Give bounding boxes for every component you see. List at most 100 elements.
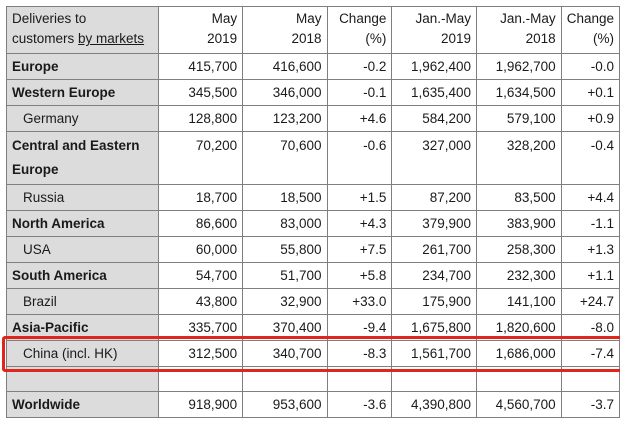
row-label: Western Europe [6, 79, 159, 106]
cell-jan-may-2018: 1,820,600 [476, 314, 562, 341]
cell-jan-may-2019: 4,390,800 [391, 391, 478, 418]
cell-may-2018: 346,000 [242, 79, 328, 106]
header-label-line1: Deliveries to [12, 11, 87, 26]
cell-jan-may-2019: 234,700 [391, 262, 478, 289]
cell-jan-may-2018: 258,300 [476, 236, 562, 263]
cell-jan-may-2018: 383,900 [476, 210, 562, 237]
cell-change-may: +33.0 [326, 288, 393, 315]
col-header-line2: 2018 [525, 31, 556, 46]
cell-jan-may-2019: 327,000 [391, 131, 478, 185]
cell-change-may: -8.3 [326, 340, 393, 367]
cell-may-2019: 43,800 [157, 288, 244, 315]
spacer-cell [391, 366, 478, 392]
cell-jan-may-2019: 584,200 [391, 105, 478, 132]
cell-may-2018: 55,800 [242, 236, 328, 263]
cell-may-2018: 416,600 [242, 53, 328, 80]
cell-may-2018: 340,700 [242, 340, 328, 367]
table-row-worldwide: Worldwide 918,900 953,600 -3.6 4,390,800… [6, 391, 620, 418]
cell-may-2019: 345,500 [157, 79, 244, 106]
table-row-europe: Europe 415,700 416,600 -0.2 1,962,400 1,… [6, 53, 620, 80]
col-header-line2: 2019 [440, 31, 472, 46]
cell-may-2018: 32,900 [242, 288, 328, 315]
cell-change-may: -0.1 [326, 79, 393, 106]
col-header-line2: (%) [593, 31, 614, 46]
cell-jan-may-2018: 232,300 [476, 262, 562, 289]
table-row-russia: Russia 18,700 18,500 +1.5 87,200 83,500 … [6, 184, 620, 211]
table-row-spacer [6, 366, 620, 392]
cell-change-ytd: +1.1 [560, 262, 620, 289]
spacer-cell [560, 366, 620, 392]
col-change-ytd: Change (%) [560, 6, 620, 54]
cell-may-2019: 335,700 [157, 314, 244, 341]
cell-change-ytd: +1.3 [560, 236, 620, 263]
cell-change-may: +4.6 [326, 105, 393, 132]
cell-change-may: -0.2 [326, 53, 393, 80]
col-header-line1: Change [566, 11, 614, 26]
col-change-may: Change (%) [326, 6, 393, 54]
header-label-underlined: by markets [78, 31, 145, 46]
table-row-north-america: North America 86,600 83,000 +4.3 379,900… [6, 210, 620, 237]
table-row-central-eastern-europe: Central and Eastern Europe 70,200 70,600… [6, 131, 620, 185]
cell-change-may: +1.5 [326, 184, 393, 211]
cell-jan-may-2018: 1,634,500 [476, 79, 562, 106]
cell-change-ytd: -0.0 [560, 53, 620, 80]
cell-change-ytd: +4.4 [560, 184, 620, 211]
header-row: Deliveries to customers by markets May 20… [6, 6, 620, 54]
cell-change-ytd: -7.4 [560, 340, 620, 367]
cell-change-may: -9.4 [326, 314, 393, 341]
cell-jan-may-2019: 1,675,800 [391, 314, 478, 341]
table-row-usa: USA 60,000 55,800 +7.5 261,700 258,300 +… [6, 236, 620, 263]
row-label: Brazil [6, 288, 159, 315]
col-header-line2: 2019 [207, 31, 238, 46]
cell-may-2019: 128,800 [157, 105, 244, 132]
cell-jan-may-2018: 579,100 [476, 105, 562, 132]
cell-may-2019: 918,900 [157, 391, 244, 418]
col-header-line2: 2018 [291, 31, 322, 46]
cell-may-2019: 18,700 [157, 184, 244, 211]
spacer-cell [6, 366, 159, 392]
cell-change-ytd: +0.1 [560, 79, 620, 106]
cell-jan-may-2019: 175,900 [391, 288, 478, 315]
cell-jan-may-2019: 379,900 [391, 210, 478, 237]
col-header-line2: (%) [365, 31, 387, 46]
cell-jan-may-2018: 83,500 [476, 184, 562, 211]
cell-jan-may-2018: 4,560,700 [476, 391, 562, 418]
cell-change-may: +5.8 [326, 262, 393, 289]
cell-change-ytd: -3.7 [560, 391, 620, 418]
cell-may-2018: 123,200 [242, 105, 328, 132]
row-label: Germany [6, 105, 159, 132]
spacer-cell [242, 366, 328, 392]
row-label: Asia-Pacific [6, 314, 159, 341]
col-header-line1: May [296, 11, 322, 26]
cell-change-ytd: -8.0 [560, 314, 620, 341]
cell-may-2018: 18,500 [242, 184, 328, 211]
row-label: Central and Eastern Europe [6, 131, 159, 185]
cell-may-2018: 70,600 [242, 131, 328, 185]
cell-change-ytd: +24.7 [560, 288, 620, 315]
col-jan-may-2019: Jan.-May 2019 [391, 6, 478, 54]
row-label: USA [6, 236, 159, 263]
cell-jan-may-2019: 87,200 [391, 184, 478, 211]
deliveries-table: Deliveries to customers by markets May 20… [6, 6, 620, 418]
row-label: South America [6, 262, 159, 289]
cell-change-ytd: -0.4 [560, 131, 620, 185]
cell-may-2018: 370,400 [242, 314, 328, 341]
cell-jan-may-2018: 1,686,000 [476, 340, 562, 367]
cell-change-ytd: +0.9 [560, 105, 620, 132]
spacer-cell [476, 366, 562, 392]
cell-may-2019: 70,200 [157, 131, 244, 185]
table-row-china: China (incl. HK) 312,500 340,700 -8.3 1,… [6, 340, 620, 367]
cell-may-2019: 415,700 [157, 53, 244, 80]
spacer-cell [157, 366, 244, 392]
cell-may-2018: 83,000 [242, 210, 328, 237]
cell-may-2019: 60,000 [157, 236, 244, 263]
col-header-line1: Change [339, 11, 387, 26]
col-header-line1: May [211, 11, 238, 26]
col-header-line1: Jan.-May [500, 11, 556, 26]
cell-jan-may-2018: 1,962,700 [476, 53, 562, 80]
row-label: Worldwide [6, 391, 159, 418]
header-label-line2: customers by markets [12, 29, 153, 49]
col-header-line1: Jan.-May [415, 11, 472, 26]
table-row-germany: Germany 128,800 123,200 +4.6 584,200 579… [6, 105, 620, 132]
cell-may-2018: 51,700 [242, 262, 328, 289]
